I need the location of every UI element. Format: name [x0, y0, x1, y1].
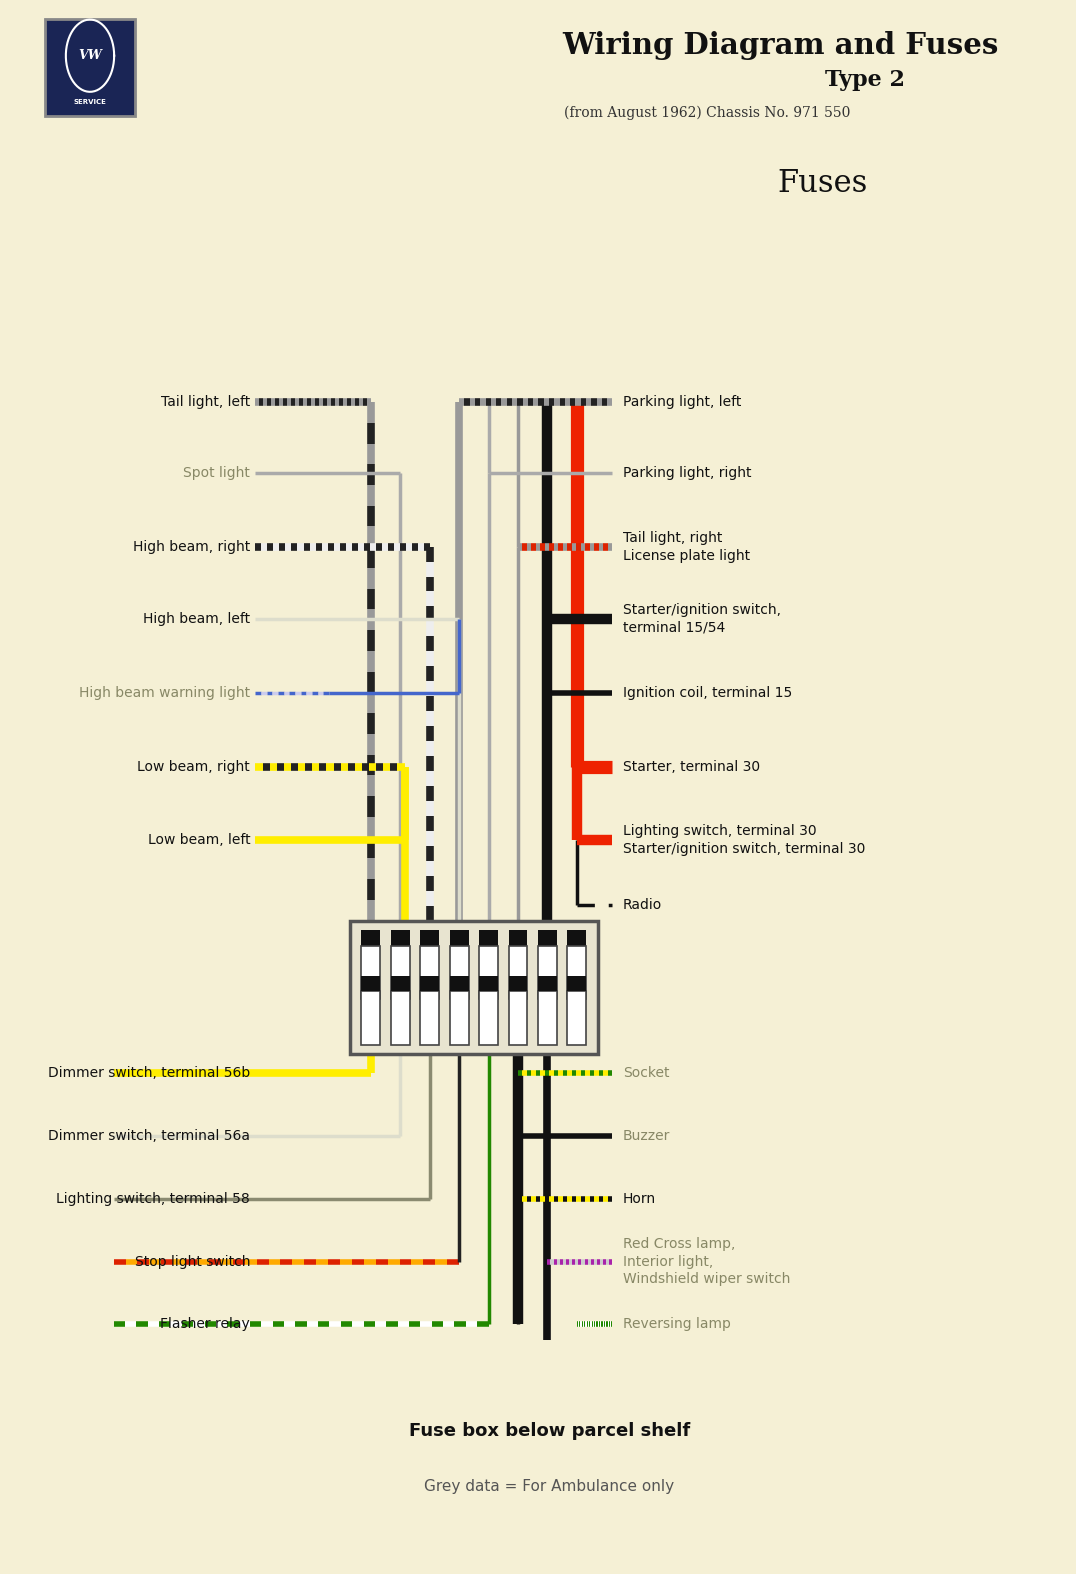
Bar [509, 976, 527, 992]
Text: Stop light switch: Stop light switch [134, 1254, 250, 1269]
Text: Grey data = For Ambulance only: Grey data = For Ambulance only [424, 1478, 675, 1494]
Text: Wiring Diagram and Fuses: Wiring Diagram and Fuses [563, 31, 999, 60]
Text: Radio: Radio [623, 897, 662, 911]
Text: Type 2: Type 2 [824, 69, 905, 91]
Bar [538, 976, 557, 992]
Bar [391, 976, 410, 992]
Bar [421, 946, 439, 999]
Bar [350, 921, 598, 1055]
Bar [509, 992, 527, 1045]
Bar [362, 930, 381, 946]
Bar [391, 992, 410, 1045]
Text: VW: VW [79, 49, 102, 63]
Bar [450, 946, 469, 999]
Text: Dimmer switch, terminal 56a: Dimmer switch, terminal 56a [48, 1129, 250, 1143]
Bar [538, 930, 557, 946]
Text: Socket: Socket [623, 1066, 669, 1080]
Bar [450, 992, 469, 1045]
Text: Tail light, left: Tail light, left [161, 395, 250, 409]
Text: High beam, right: High beam, right [133, 540, 250, 554]
Text: Lighting switch, terminal 58: Lighting switch, terminal 58 [56, 1192, 250, 1206]
Text: High beam warning light: High beam warning light [79, 686, 250, 700]
Text: Fuses: Fuses [777, 168, 867, 200]
Text: Tail light, right
License plate light: Tail light, right License plate light [623, 530, 750, 562]
Text: Starter, terminal 30: Starter, terminal 30 [623, 760, 760, 773]
Text: Starter/ignition switch,
terminal 15/54: Starter/ignition switch, terminal 15/54 [623, 603, 781, 634]
Text: Ignition coil, terminal 15: Ignition coil, terminal 15 [623, 686, 792, 700]
Text: Reversing lamp: Reversing lamp [623, 1317, 731, 1332]
Bar [362, 992, 381, 1045]
Bar [538, 992, 557, 1045]
Bar [479, 930, 498, 946]
Bar [479, 946, 498, 999]
Text: Buzzer: Buzzer [623, 1129, 670, 1143]
Text: Parking light, left: Parking light, left [623, 395, 741, 409]
Bar [391, 930, 410, 946]
Text: Red Cross lamp,
Interior light,
Windshield wiper switch: Red Cross lamp, Interior light, Windshie… [623, 1237, 791, 1286]
Bar [421, 992, 439, 1045]
Bar [450, 930, 469, 946]
Bar [509, 930, 527, 946]
Text: Dimmer switch, terminal 56b: Dimmer switch, terminal 56b [48, 1066, 250, 1080]
Text: Spot light: Spot light [183, 466, 250, 480]
Text: Lighting switch, terminal 30
Starter/ignition switch, terminal 30: Lighting switch, terminal 30 Starter/ign… [623, 825, 865, 856]
Bar [479, 992, 498, 1045]
Bar [567, 976, 586, 992]
Bar [567, 930, 586, 946]
Text: Low beam, left: Low beam, left [147, 833, 250, 847]
Bar [421, 930, 439, 946]
Bar [391, 946, 410, 999]
Text: Parking light, right: Parking light, right [623, 466, 751, 480]
Bar [567, 992, 586, 1045]
Bar [362, 976, 381, 992]
Bar [538, 946, 557, 999]
Bar [479, 976, 498, 992]
Bar [45, 19, 134, 116]
Text: Horn: Horn [623, 1192, 656, 1206]
Text: Low beam, right: Low beam, right [138, 760, 250, 773]
Text: Fuse box below parcel shelf: Fuse box below parcel shelf [409, 1423, 690, 1440]
Bar [362, 946, 381, 999]
Text: SERVICE: SERVICE [73, 99, 107, 105]
Bar [509, 946, 527, 999]
Text: High beam, left: High beam, left [143, 612, 250, 626]
Bar [450, 976, 469, 992]
Bar [421, 976, 439, 992]
Bar [567, 946, 586, 999]
Text: (from August 1962) Chassis No. 971 550: (from August 1962) Chassis No. 971 550 [564, 105, 850, 120]
Text: Flasher relay: Flasher relay [160, 1317, 250, 1332]
